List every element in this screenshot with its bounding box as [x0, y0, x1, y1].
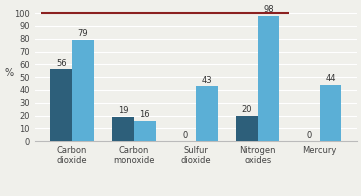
Text: 20: 20	[242, 105, 252, 114]
Bar	[72, 40, 94, 141]
Bar	[320, 85, 342, 141]
Text: 79: 79	[78, 29, 88, 38]
Text: 16: 16	[139, 110, 150, 119]
Text: 19: 19	[118, 106, 129, 115]
Text: 56: 56	[56, 59, 66, 68]
Bar	[112, 117, 134, 141]
Y-axis label: %: %	[4, 68, 13, 78]
Text: 0: 0	[306, 131, 312, 140]
Bar	[236, 115, 258, 141]
Bar	[258, 16, 279, 141]
Text: 44: 44	[325, 74, 336, 83]
Text: 43: 43	[201, 75, 212, 84]
Text: 0: 0	[182, 131, 188, 140]
Bar	[134, 121, 156, 141]
Bar	[196, 86, 218, 141]
Bar	[51, 69, 72, 141]
Text: 98: 98	[263, 5, 274, 14]
